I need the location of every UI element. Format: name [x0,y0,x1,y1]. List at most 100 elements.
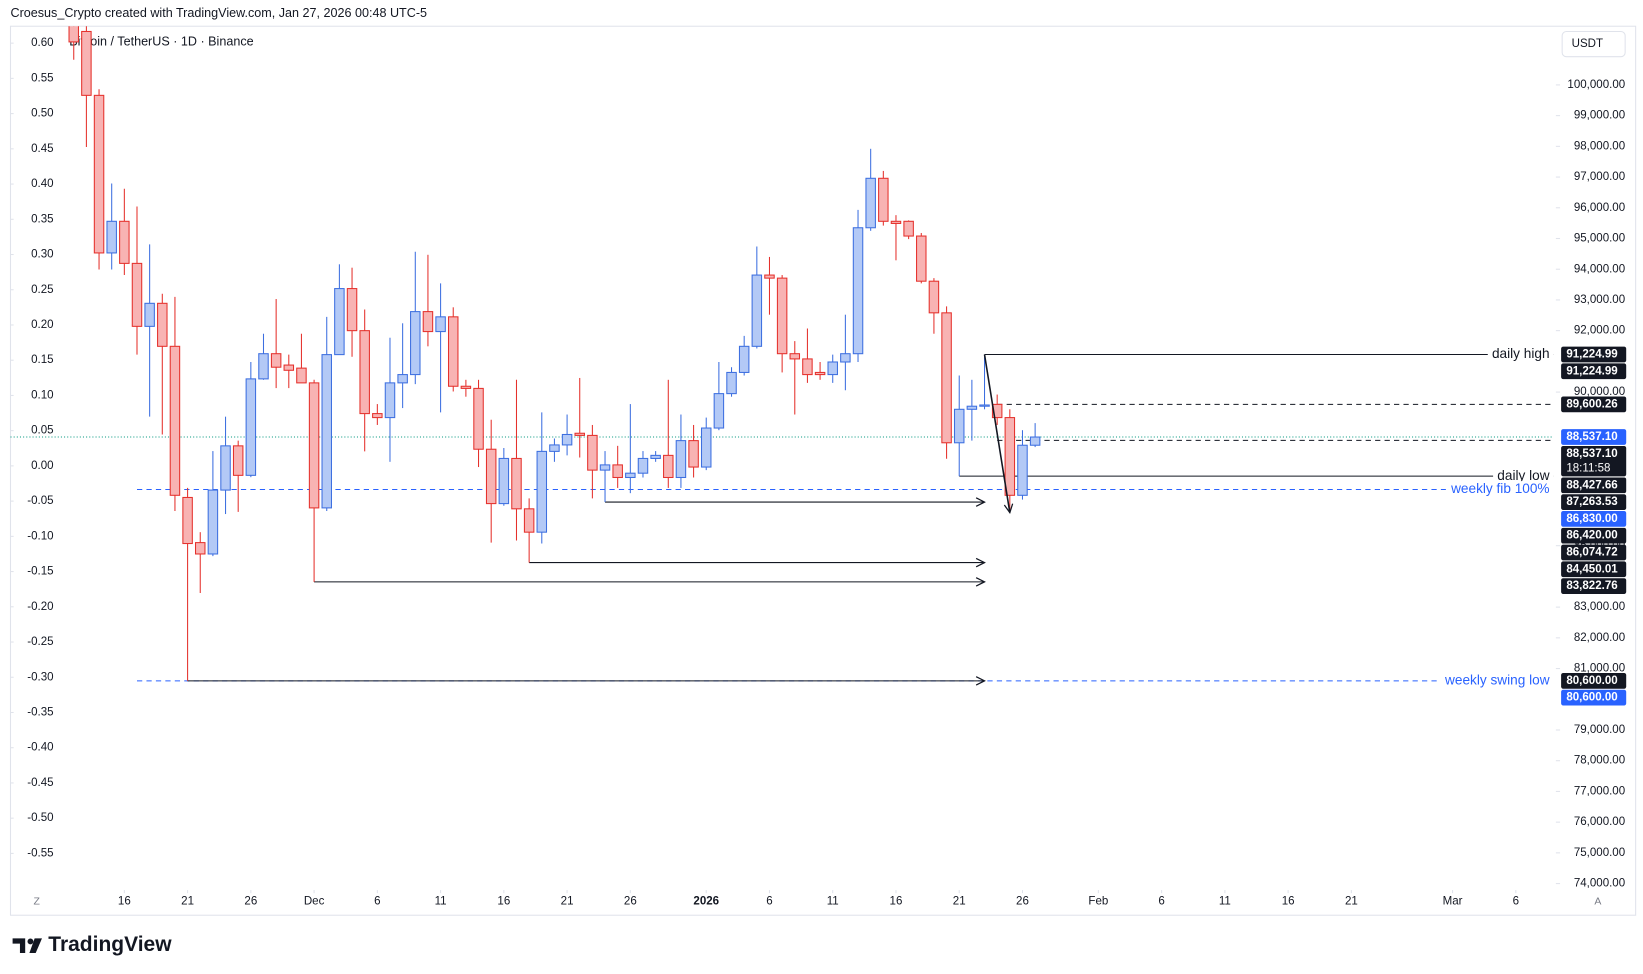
chart-title: Bitcoin / TetherUS · 1D · Binance [69,34,253,48]
price-label-box [1561,429,1627,445]
candle-body [865,177,876,229]
arrow-head [975,577,986,587]
y2-tick-label: -0.25 [27,636,53,648]
y2-tick-label: -0.20 [27,601,53,613]
y2-tick-label: 0.25 [31,284,53,296]
candle-body [207,489,219,555]
price-label-box [1561,494,1627,510]
x-tick-label: 6 [766,896,772,908]
candle-body [359,330,370,415]
candle-body [536,450,548,533]
x-tick-label: 21 [181,896,194,908]
candle-body [523,508,535,533]
candle-body [574,432,585,436]
level-label: weekly swing low [1444,672,1550,687]
candle-body [384,382,396,419]
move-arrow-head [1003,503,1014,515]
candle-body [789,353,801,360]
y2-tick-label: -0.50 [27,812,53,824]
price-label-box [1561,396,1627,413]
candle-body [194,542,206,555]
x-tick-label: Dec [304,896,325,908]
candle-body [106,220,117,254]
price-label: 84,450.01 [1566,563,1618,575]
candle-body [422,311,434,333]
candle-body [397,374,408,384]
y2-tick-label: -0.30 [27,671,53,683]
candle-body [878,177,889,222]
y2-tick-label: 0.50 [31,108,53,120]
candle-body [916,235,927,282]
candle-body [81,30,92,96]
y2-tick-label: 0.05 [31,425,53,437]
y2-tick-label: 0.40 [31,178,53,190]
candle-body [485,448,497,505]
y-tick-label: 100,000.00 [1567,79,1625,91]
candle-body [713,393,725,429]
candle-body [372,413,383,419]
candle-body [435,316,446,333]
candle-body [738,345,750,373]
candle-body [840,353,851,363]
frame [9,25,1637,916]
logo: TradingView [48,933,172,956]
x-tick-label: 6 [374,896,380,908]
y-tick-label: 83,000.00 [1574,601,1625,613]
price-label-box [1561,578,1627,594]
level-label-bg [1487,346,1554,362]
arrow-head [975,497,986,507]
level-label: weekly fib 100% [1450,481,1549,496]
candle-body [473,387,484,450]
y-tick-label: 90,000.00 [1574,386,1625,398]
x-tick-label: 21 [1345,896,1358,908]
candle-body [296,367,307,384]
y2-tick-label: -0.45 [27,777,53,789]
y2-tick-label: 0.10 [31,389,53,401]
price-label: 80,600.00 [1566,675,1617,687]
price-label-box [1561,561,1627,578]
candle-body [232,445,244,476]
x-tick-label: 21 [561,896,574,908]
candle-body [890,220,902,224]
price-label: 91,224.99 [1566,349,1617,361]
candle-body [1004,417,1016,496]
candle-body [991,403,1003,419]
candle-body [270,353,282,368]
candle-body [447,316,459,387]
candle-body [498,457,510,505]
level-label-bg [1439,672,1554,688]
price-label-box [1561,689,1627,706]
candle-body [612,464,623,479]
auto-button[interactable]: A [1594,896,1601,907]
currency-button[interactable] [1561,30,1626,58]
price-label-box [1561,346,1627,363]
move-arrow [983,354,1011,513]
x-tick-label: 6 [1158,896,1164,908]
price-label: 91,224.99 [1566,365,1617,377]
candle-body [561,433,573,446]
y2-tick-label: 0.20 [31,319,53,331]
y-tick-label: 92,000.00 [1574,325,1625,337]
candle-body [637,457,649,474]
candle-body [549,444,560,452]
countdown: 18:11:58 [1566,463,1610,475]
candle-body [827,361,838,376]
x-tick-label: 11 [1219,896,1231,908]
arrow-head [975,557,986,568]
y2-tick-label: -0.40 [27,742,53,754]
x-tick-label: 26 [624,896,637,908]
price-label-box [1561,477,1627,494]
candle-body [1017,444,1028,496]
currency: USDT [1572,38,1603,50]
y2-tick-label: 0.55 [31,72,53,84]
candle-body [928,280,940,314]
level-label-bg [1493,467,1554,483]
y-tick-label: 96,000.00 [1574,202,1625,214]
candle-body [157,302,168,347]
candle-body [1029,436,1041,446]
candle-body [119,220,130,264]
candle-body [625,472,636,479]
candle-body [776,277,788,355]
zoom-button[interactable]: Z [34,896,41,907]
